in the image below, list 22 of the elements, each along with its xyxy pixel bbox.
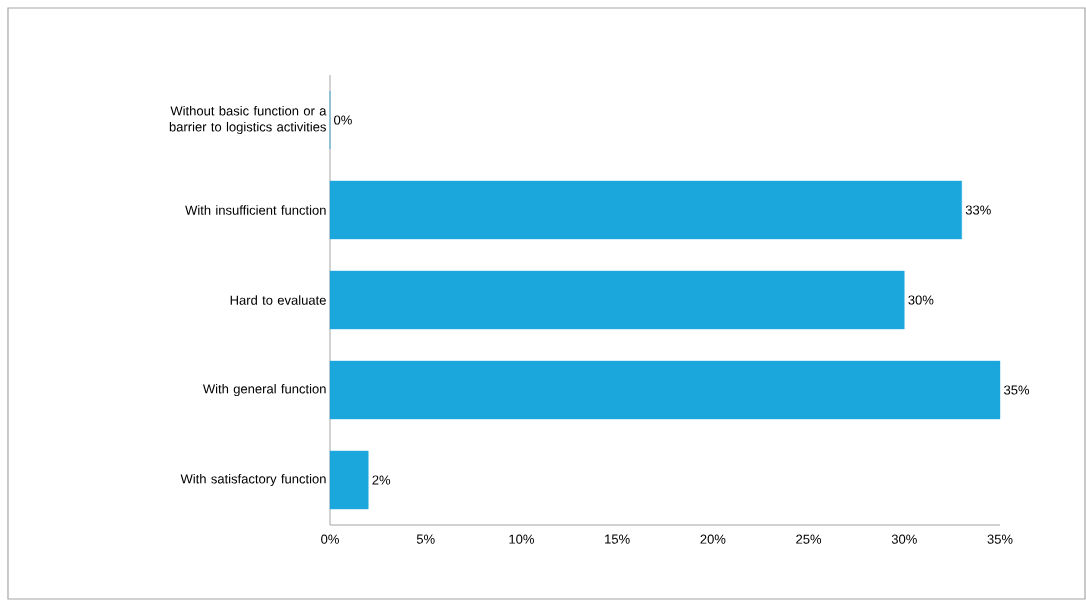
y-tick-label: Hard to evaluate: [230, 295, 326, 305]
bar: [329, 360, 1001, 420]
x-tick-label: 20%: [700, 534, 726, 544]
x-tick-label: 15%: [605, 534, 630, 544]
bar: [329, 180, 962, 240]
data-label: 33%: [965, 205, 991, 215]
bar: [329, 270, 905, 330]
x-tick-label: 0%: [321, 534, 339, 544]
x-tick-label: 35%: [987, 534, 1013, 544]
bar: [329, 450, 369, 510]
data-label: 2%: [372, 475, 391, 485]
x-tick-label: 10%: [509, 534, 534, 544]
y-tick-label: With insufficient function: [185, 205, 326, 215]
data-label: 0%: [334, 115, 352, 125]
x-tick-label: 5%: [416, 534, 435, 544]
data-label: 35%: [1004, 385, 1030, 395]
x-tick-label: 30%: [891, 534, 917, 544]
y-tick-label: Without basic function or a barrier to logistics activities: [169, 105, 327, 135]
y-tick-label: With satisfactory function: [180, 473, 326, 487]
data-label: 30%: [908, 295, 934, 305]
y-tick-label: With general function: [202, 383, 326, 397]
x-tick-label: 25%: [796, 534, 822, 544]
